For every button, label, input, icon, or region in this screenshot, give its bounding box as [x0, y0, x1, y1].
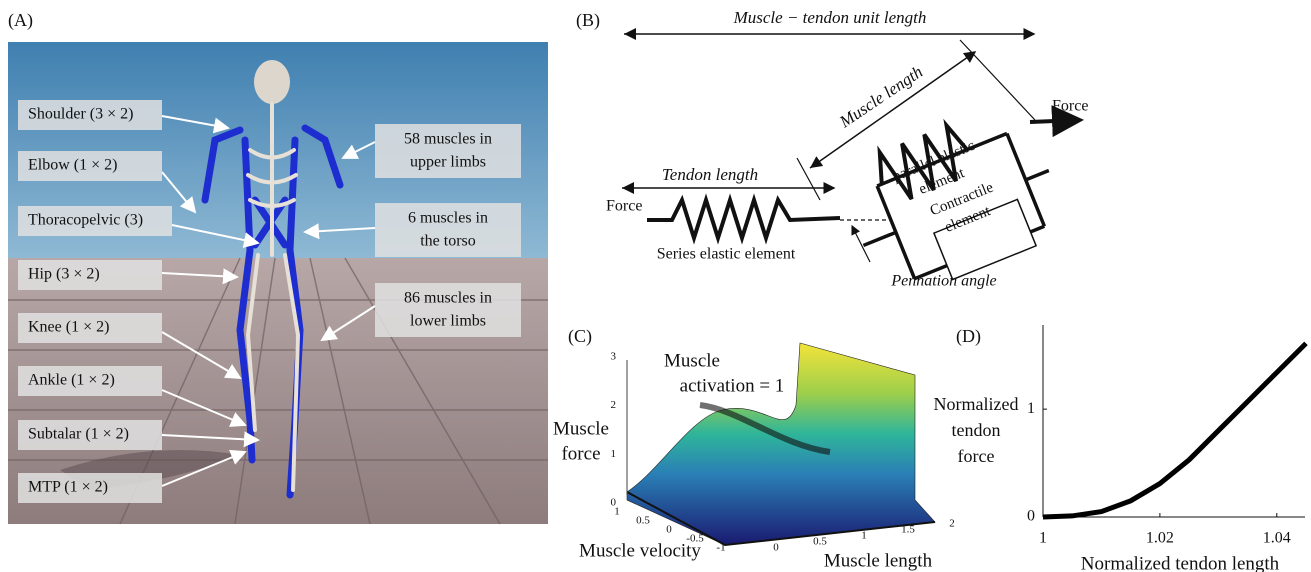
muscle-label: 58 muscles in: [404, 131, 492, 148]
z-tick-label: 2: [611, 399, 617, 411]
y-axis-label: Normalized: [934, 394, 1019, 414]
joint-label: MTP (1 × 2): [28, 479, 108, 496]
y-tick-label: 0: [1027, 508, 1035, 525]
panel-label: (C): [568, 326, 592, 347]
tendon-length: Tendon length: [662, 165, 758, 184]
annotation: activation = 1: [680, 375, 785, 396]
x-tick-label: 1.04: [1263, 530, 1291, 547]
page: Shoulder (3 × 2) Elbow (1 × 2) Thoracopelv…: [0, 0, 1311, 572]
y-axis-label: force: [958, 446, 995, 466]
velocity-tick-label: -0.5: [686, 533, 704, 545]
joint-label: Knee (1 × 2): [28, 319, 109, 336]
z-axis-label: Muscle: [553, 418, 609, 439]
muscle-length: Muscle length: [835, 62, 926, 132]
panel-label: (A): [8, 10, 33, 31]
panel-label: (B): [576, 10, 600, 31]
z-tick-label: 1: [611, 448, 617, 460]
tendon-curve: [1043, 343, 1306, 517]
x-tick-label: 1.02: [1146, 530, 1174, 547]
mtu-length: Muscle − tendon unit length: [733, 8, 927, 27]
x-tick-label: 1: [1039, 530, 1047, 547]
length-tick-label: 1: [861, 530, 867, 542]
series-label: Series elastic element: [657, 246, 796, 263]
joint-label: Subtalar (1 × 2): [28, 426, 129, 443]
velocity-tick-label: 0.5: [636, 515, 650, 527]
joint-label: Elbow (1 × 2): [28, 157, 117, 174]
muscle-label: 86 muscles in: [404, 290, 492, 307]
figure: Shoulder (3 × 2) Elbow (1 × 2) Thoracopelv…: [0, 0, 1311, 572]
length-tick-label: 0: [773, 542, 779, 554]
velocity-tick-label: 0: [666, 524, 672, 536]
velocity-tick-label: -1: [716, 542, 725, 554]
y-tick-label: 1: [1027, 400, 1035, 417]
panel-label: (D): [956, 326, 981, 347]
joint-label: Thoracopelvic (3): [28, 212, 143, 229]
x-axis-label: Muscle velocity: [579, 540, 701, 561]
joint-label: Shoulder (3 × 2): [28, 106, 133, 123]
z-axis-label: force: [561, 443, 600, 464]
pennation-label: Pennation angle: [890, 273, 996, 290]
annotation: Muscle: [664, 350, 720, 371]
z-tick-label: 3: [611, 350, 617, 362]
tendon-axes: [1043, 325, 1305, 517]
force-surface: [627, 343, 935, 545]
force-right: Force: [1052, 98, 1088, 115]
muscle-label: lower limbs: [410, 313, 486, 330]
y-axis-label: tendon: [952, 420, 1001, 440]
velocity-tick-label: 1: [614, 506, 620, 518]
length-tick-label: 0.5: [813, 536, 827, 548]
muscle-label: 6 muscles in: [408, 210, 488, 227]
muscle-label: upper limbs: [410, 154, 486, 171]
length-tick-label: 2: [949, 518, 955, 530]
x-axis-label: Normalized tendon length: [1081, 553, 1280, 572]
joint-label: Ankle (1 × 2): [28, 372, 115, 389]
force-left: Force: [606, 198, 642, 215]
y-axis-label: Muscle length: [824, 550, 933, 571]
joint-label: Hip (3 × 2): [28, 266, 100, 283]
length-tick-label: 1.5: [901, 524, 915, 536]
muscle-label: the torso: [420, 233, 476, 250]
